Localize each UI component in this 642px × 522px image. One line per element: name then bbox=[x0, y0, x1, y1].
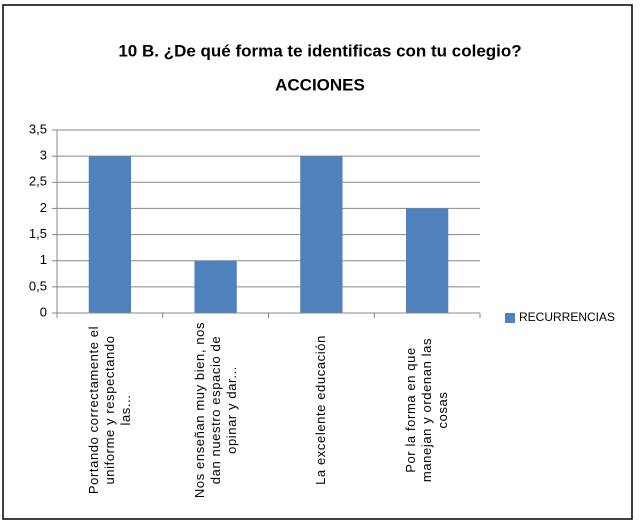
chart-title: 10 B. ¿De qué forma te identificas con t… bbox=[118, 41, 521, 60]
y-tick-label: 2,5 bbox=[29, 174, 47, 189]
x-tick-label: Por la forma en que manejan y ordenan la… bbox=[403, 337, 451, 483]
bar bbox=[405, 208, 449, 313]
frame bbox=[2, 4, 633, 520]
x-tick-label: Nos enseñan muy bien, nos dan nuestro es… bbox=[191, 321, 239, 499]
y-tick-label: 0,5 bbox=[29, 278, 47, 293]
bar bbox=[300, 156, 343, 313]
legend-swatch bbox=[505, 313, 515, 323]
chart-subtitle: ACCIONES bbox=[275, 75, 365, 94]
y-tick-label: 3 bbox=[40, 148, 47, 163]
y-tick-label: 1,5 bbox=[29, 226, 47, 241]
x-tick-label: La excelente educación bbox=[313, 335, 329, 485]
y-tick-label: 2 bbox=[40, 200, 47, 215]
y-tick-label: 3,5 bbox=[29, 121, 47, 136]
bar bbox=[88, 156, 132, 313]
legend-label: RECURRENCIAS bbox=[519, 310, 615, 324]
bar bbox=[194, 260, 237, 313]
y-tick-label: 1 bbox=[40, 252, 47, 267]
y-tick-label: 0 bbox=[40, 304, 47, 319]
x-tick-label: Portando correctamente el uniforme y res… bbox=[85, 325, 133, 495]
